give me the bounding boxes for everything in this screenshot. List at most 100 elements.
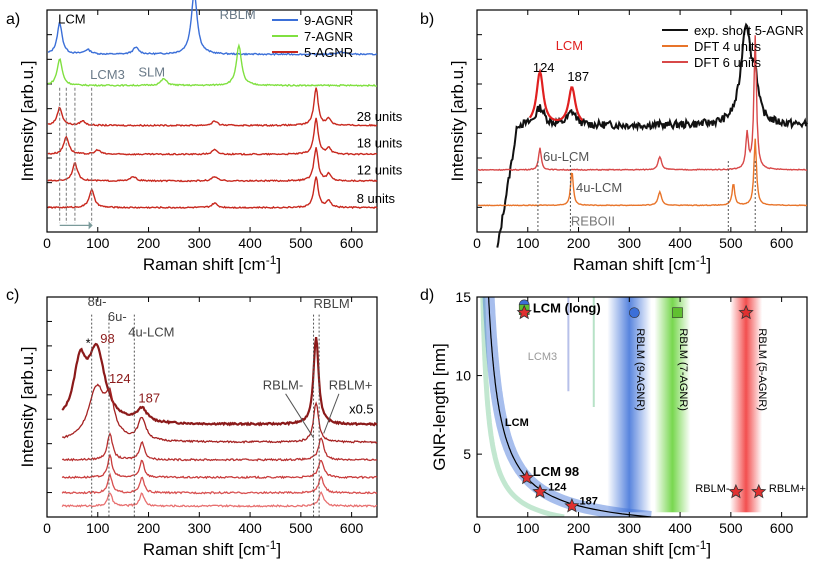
panel-a-x-tick-label: 300 xyxy=(188,235,212,251)
panel-b-legend-label: DFT 4 units xyxy=(694,39,761,54)
panel-d-annotation: RBLM+ xyxy=(769,483,806,495)
panel-c-x-tick-label: 600 xyxy=(340,520,364,536)
panel-d-annotation: RBLM- xyxy=(695,483,730,495)
panel-a-series-line xyxy=(47,0,378,56)
panel-b-series-line xyxy=(528,68,584,122)
panel-d-x-tick-label: 200 xyxy=(567,520,591,536)
panel-d-rblm5-band xyxy=(730,297,763,513)
panel-d-y-tick-label: 15 xyxy=(455,289,471,305)
panel-d-y-tick-label: 5 xyxy=(463,446,471,462)
panel-a-legend-label: 7-AGNR xyxy=(304,29,353,44)
panel-a-shift-arrowhead xyxy=(88,221,93,230)
panel-b-x-tick-label: 400 xyxy=(668,235,692,251)
panel-b-y-axis-label: Intensity [arb.u.] xyxy=(448,61,467,182)
panel-a-x-tick-label: 0 xyxy=(43,235,51,251)
panel-b-x-tick-label: 500 xyxy=(719,235,743,251)
panel-b-x-tick-label: 300 xyxy=(618,235,642,251)
panel-c-x-tick-label: 100 xyxy=(86,520,110,536)
panel-c-series-line xyxy=(61,337,378,427)
panel-d-marker-star xyxy=(751,483,767,499)
panel-c-x-tick-label: 0 xyxy=(43,520,51,536)
panel-a-legend-label: 9-AGNR xyxy=(304,13,353,28)
panel-c-y-axis-label: Intensity [arb.u.] xyxy=(18,347,37,468)
panel-a-x-tick-label: 500 xyxy=(289,235,313,251)
panel-d-x-tick-label: 500 xyxy=(719,520,743,536)
panel-c-series-line xyxy=(61,383,378,444)
panel-label-d: d) xyxy=(420,287,434,304)
panel-d-x-tick-label: 600 xyxy=(770,520,794,536)
panel-c-annotation: x0.5 xyxy=(349,402,374,417)
panel-d-annotation: RBLM (7-AGNR) xyxy=(677,328,689,411)
panel-b-annotation: 4u-LCM xyxy=(576,180,622,195)
panel-c-annotation: 98 xyxy=(100,331,114,346)
panel-c-annotation: RBLM xyxy=(314,296,350,311)
panel-a-annotation: LCM xyxy=(58,11,85,26)
svg-text:c): c) xyxy=(6,287,19,304)
panel-label-b: b) xyxy=(420,11,434,28)
panel-d-marker-square xyxy=(672,307,683,319)
panel-c-x-tick-label: 200 xyxy=(137,520,161,536)
panel-c-annotation: 4u-LCM xyxy=(128,325,174,340)
panel-c-annotation: 187 xyxy=(138,391,160,406)
svg-text:a): a) xyxy=(6,11,20,28)
panel-a-annotation: 18 units xyxy=(357,136,403,151)
panel-a-series-line xyxy=(47,117,378,156)
panel-d-marker-star xyxy=(564,497,580,513)
panel-d-marker-circle xyxy=(629,307,640,319)
panel-d-annotation: LCM 98 xyxy=(533,464,579,479)
panel-d-marker-star xyxy=(516,304,532,320)
panel-d-annotation: LCM3 xyxy=(528,351,557,363)
panel-c-series-line xyxy=(61,472,378,495)
panel-d-annotation: 124 xyxy=(548,481,567,493)
svg-text:d): d) xyxy=(420,287,434,304)
panel-b-chart: 0 100 200 300 400 500 600 Raman shift [cm-1] Int… xyxy=(448,9,808,274)
panel-d-marker-star xyxy=(532,483,548,499)
panel-c-annotation: RBLM- xyxy=(263,377,303,392)
panel-b-legend-label: DFT 6 units xyxy=(694,55,761,70)
panel-label-a: a) xyxy=(6,11,20,28)
panel-d-marker-star xyxy=(519,469,535,485)
panel-d-marker-star xyxy=(738,304,754,320)
panel-b-x-axis-label: Raman shift [cm-1] xyxy=(573,253,711,274)
svg-text:b): b) xyxy=(420,11,434,28)
panel-b-x-tick-label: 200 xyxy=(567,235,591,251)
panel-d-rblm7-band xyxy=(654,297,691,513)
panel-a-x-tick-label: 400 xyxy=(238,235,262,251)
panel-c-x-axis-label: Raman shift [cm-1] xyxy=(143,538,281,559)
panel-c-annotation: 124 xyxy=(109,371,131,386)
panel-d-rblm9-band xyxy=(607,297,652,513)
panel-c-series-line xyxy=(61,491,378,508)
panel-d-x-axis-label: Raman shift [cm-1] xyxy=(573,538,711,559)
panel-d-y-axis-label: GNR-length [nm] xyxy=(430,343,449,471)
panel-c-annotation: 8u- xyxy=(88,294,107,309)
panel-d-x-tick-label: 0 xyxy=(473,520,481,536)
panel-label-c: c) xyxy=(6,287,19,304)
panel-d-marker-star xyxy=(728,483,744,499)
panel-c-pointer-line xyxy=(285,393,314,439)
panel-b-x-tick-label: 0 xyxy=(473,235,481,251)
panel-d-chart: 0 100 200 300 400 500 600 5 10 15 Raman shift [cm-… xyxy=(430,289,808,559)
panel-c-series-line xyxy=(61,453,378,480)
panel-c-annotation: RBLM+ xyxy=(329,377,373,392)
panel-a-legend-label: 5-AGNR xyxy=(304,45,353,60)
panel-b-annotation: LCM xyxy=(556,38,583,53)
panel-a-x-tick-label: 100 xyxy=(86,235,110,251)
panel-d-annotation: LCM xyxy=(505,417,529,429)
panel-d-plot-frame xyxy=(476,296,808,518)
panel-c-pointer-line xyxy=(323,393,340,434)
panel-b-annotation: 124 xyxy=(533,60,555,75)
panel-a-x-axis-label: Raman shift [cm-1] xyxy=(143,253,281,274)
panel-c-series-line xyxy=(61,432,378,462)
panel-a-series-line xyxy=(47,147,378,183)
panel-d-y-tick-label: 10 xyxy=(455,368,471,384)
panel-d-x-tick-label: 100 xyxy=(516,520,540,536)
panel-a-annotation: 8 units xyxy=(357,191,396,206)
panel-a-series-line xyxy=(47,87,378,127)
panel-a-annotation: SLM xyxy=(138,65,165,80)
panel-b-x-tick-label: 100 xyxy=(516,235,540,251)
panel-d-x-tick-label: 400 xyxy=(668,520,692,536)
panel-a-x-tick-label: 600 xyxy=(340,235,364,251)
panel-c-x-tick-label: 300 xyxy=(188,520,212,536)
panel-d-annotation: 187 xyxy=(580,495,598,507)
panel-b-plot-frame xyxy=(476,9,808,233)
